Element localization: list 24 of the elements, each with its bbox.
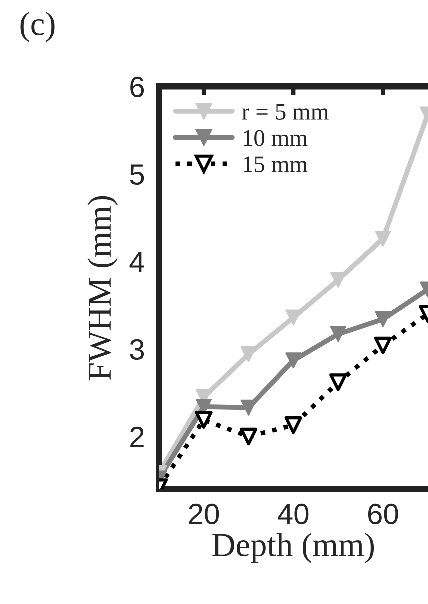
y-tick-label: 3 [130, 339, 144, 360]
legend-label: 15 mm [244, 156, 308, 173]
legend-label: r = 5 mm [242, 104, 329, 120]
point [330, 374, 348, 392]
x-tick-label: 60 [368, 504, 398, 525]
y-tick-label: 2 [130, 426, 144, 448]
point [375, 311, 392, 328]
point [240, 400, 257, 416]
x-tick-label: 20 [189, 504, 220, 525]
legend-label: 10 mm [244, 130, 308, 146]
y-tick-label: 6 [130, 76, 144, 98]
point [286, 352, 302, 369]
chart-title: (c) [20, 12, 55, 42]
y-tick-label: 4 [130, 252, 144, 272]
point [240, 428, 258, 446]
y-tick-label: 5 [130, 164, 144, 186]
y-axis-title: FWHM (mm) [88, 196, 118, 380]
point [195, 411, 213, 429]
point [330, 326, 346, 342]
point [375, 230, 392, 247]
x-axis-title: Depth (mm) [212, 533, 374, 564]
x-tick-label: 40 [278, 504, 309, 525]
point [284, 416, 302, 434]
point [374, 336, 392, 355]
